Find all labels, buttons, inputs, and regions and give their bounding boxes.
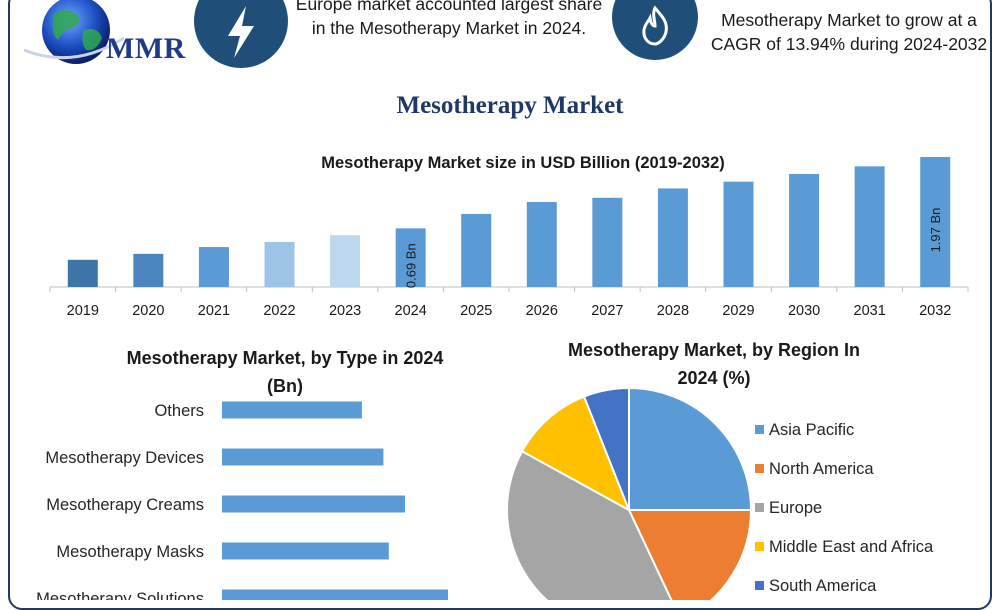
bar-2021 [198,247,229,287]
legend-label: Middle East and Africa [769,538,934,556]
legend-swatch [755,581,764,590]
bar-2028 [657,188,688,287]
legend-swatch [755,425,764,434]
pie-chart-title-line2: 2024 (%) [677,368,750,388]
type-bar-mesotherapy-creams [222,495,405,513]
legend-swatch [755,503,764,512]
x-tick-label: 2022 [263,303,295,319]
x-tick-label: 2019 [67,303,99,319]
type-bar-others [222,401,362,419]
pie-slice-middle-east-and-africa [520,395,631,513]
x-tick-label: 2030 [788,303,820,319]
bar-data-label-2024: 0.69 Bn [404,243,419,288]
type-bar-mesotherapy-devices [222,448,384,466]
x-tick-label: 2029 [722,303,754,319]
legend-label: Asia Pacific [769,421,854,439]
bar-2029 [723,181,754,287]
header-fact-europe: Europe market accounted largest share in… [295,0,603,38]
x-tick-label: 2020 [132,303,164,319]
page-title: Mesotherapy Market [396,92,624,119]
pie-slice-europe [506,449,673,600]
legend-swatch [755,464,764,473]
bar-2032 [920,157,951,287]
x-tick-label: 2032 [919,303,951,319]
legend-label: Europe [769,499,822,517]
mmr-logo: MMR [14,0,194,72]
bar-2024 [395,228,426,287]
legend-swatch [755,542,764,551]
legend-label: South America [769,577,877,595]
x-tick-label: 2025 [460,303,492,319]
bar-2027 [592,197,623,287]
pie-chart-title-line1: Mesotherapy Market, by Region In [568,340,860,360]
flame-icon [612,0,698,60]
bar-2031 [854,166,885,287]
bar-2019 [67,259,98,287]
x-tick-label: 2026 [526,303,558,319]
pie-slice-asia-pacific [628,386,753,511]
legend-label: North America [769,460,874,478]
type-bar-mesotherapy-solutions [222,589,448,600]
lightning-bolt-icon [194,0,288,68]
bar-2023 [330,235,361,287]
type-bar-mesotherapy-masks [222,542,389,560]
header-fact-cagr: Mesotherapy Market to grow at a CAGR of … [710,10,988,54]
bar-2026 [526,202,557,287]
type-chart-title-line1: Mesotherapy Market, by Type in 2024 [127,348,444,368]
type-label: Mesotherapy Creams [46,496,204,514]
type-label: Others [154,402,204,420]
x-tick-label: 2027 [591,303,623,319]
type-label: Mesotherapy Solutions [36,590,204,600]
x-tick-label: 2023 [329,303,361,319]
bar-2022 [264,241,295,287]
bar-chart-title: Mesotherapy Market size in USD Billion (… [321,154,724,172]
bar-2030 [789,173,820,287]
x-tick-label: 2024 [395,303,427,319]
logo-text: MMR [106,32,186,65]
x-tick-label: 2021 [198,303,230,319]
globe-icon [23,0,125,64]
bar-data-label-2032: 1.97 Bn [928,208,943,253]
x-tick-label: 2031 [854,303,886,319]
type-label: Mesotherapy Devices [45,449,204,467]
type-label: Mesotherapy Masks [56,543,204,561]
type-chart-title-line2: (Bn) [267,376,303,396]
pie-slice-north-america [627,509,753,600]
x-tick-label: 2028 [657,303,689,319]
bar-2025 [461,213,492,287]
pie-slice-south-america [582,386,630,511]
bar-2020 [133,253,164,287]
